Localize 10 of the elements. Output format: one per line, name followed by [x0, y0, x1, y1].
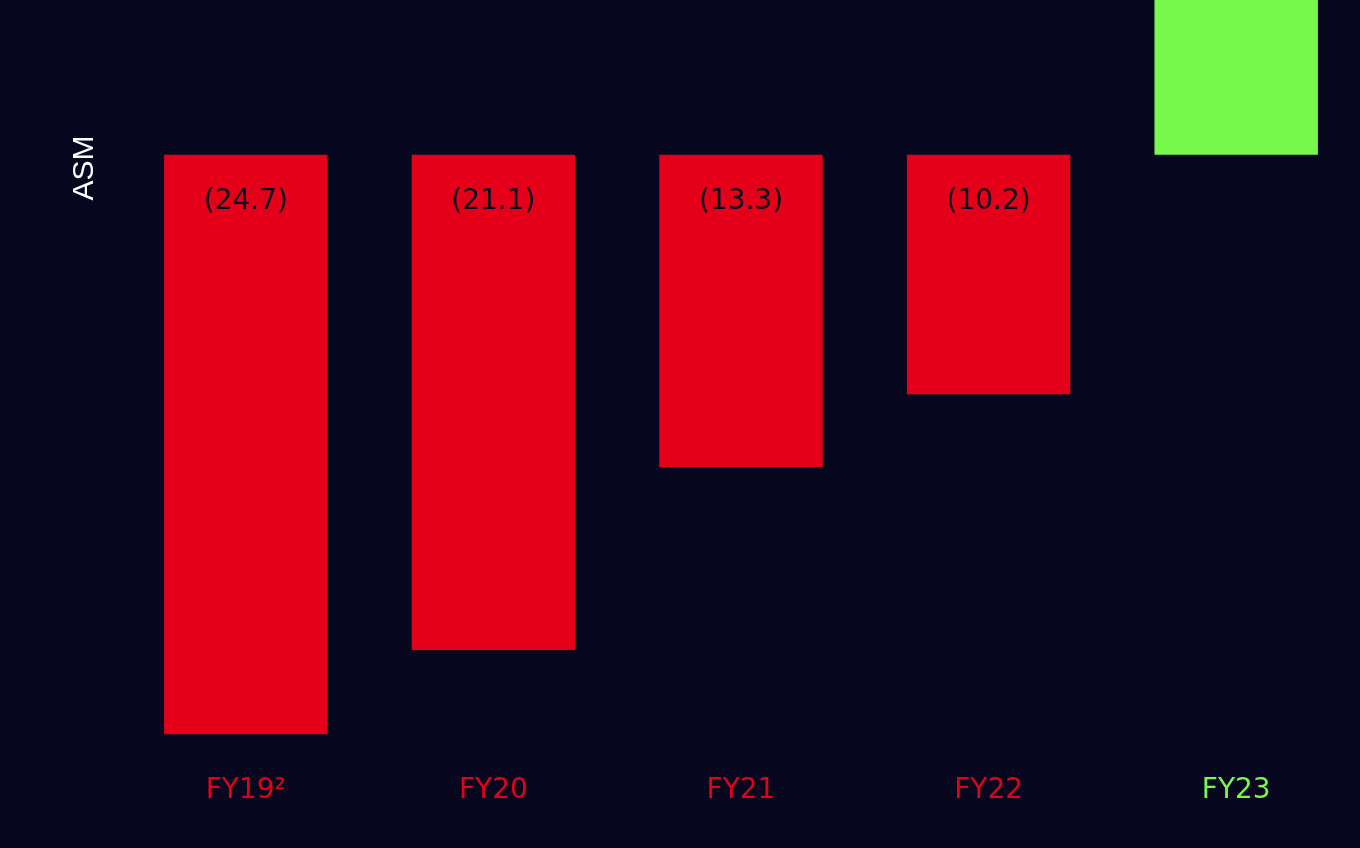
x-tick-label: FY20 [458, 772, 528, 806]
x-tick-label: FY21 [706, 772, 776, 806]
x-tick-label: FY19² [205, 772, 286, 806]
data-label: (13.3) [698, 183, 784, 217]
y-axis-title: ASM [66, 135, 100, 201]
data-label: (10.2) [946, 183, 1031, 217]
data-label: (21.1) [451, 183, 536, 217]
data-label: (24.7) [203, 183, 288, 217]
x-tick-label: FY22 [954, 772, 1024, 806]
x-tick-label: FY23 [1201, 772, 1271, 806]
